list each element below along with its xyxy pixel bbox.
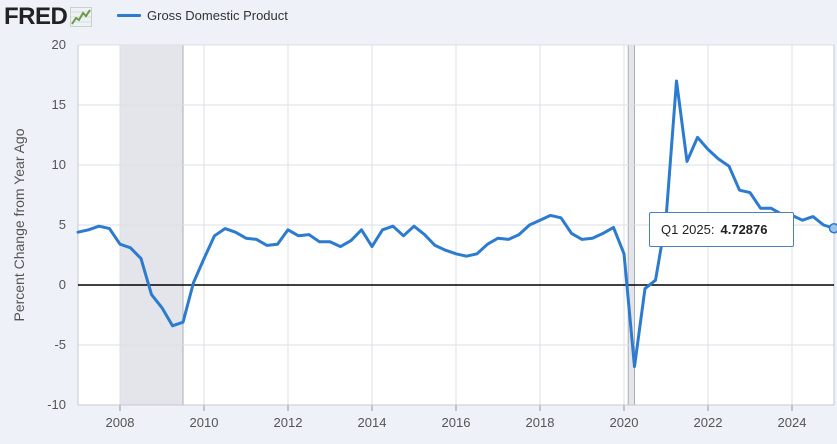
data-point bbox=[581, 238, 584, 241]
data-point bbox=[686, 160, 689, 163]
data-point bbox=[549, 214, 552, 217]
data-point bbox=[570, 232, 573, 235]
x-tick-label: 2014 bbox=[358, 415, 387, 430]
y-tick-label: 10 bbox=[52, 157, 66, 172]
x-tick-label: 2018 bbox=[526, 415, 555, 430]
data-point bbox=[486, 243, 489, 246]
data-point bbox=[87, 228, 90, 231]
data-point bbox=[192, 281, 195, 284]
data-tooltip: Q1 2025 : 4.72876 bbox=[649, 212, 794, 247]
legend[interactable]: Gross Domestic Product bbox=[117, 8, 288, 23]
data-point bbox=[728, 165, 731, 168]
data-point bbox=[770, 207, 773, 210]
data-point bbox=[339, 245, 342, 248]
data-point bbox=[675, 80, 678, 83]
chart-header: FRED Gross Domestic Product bbox=[0, 0, 837, 36]
data-point bbox=[234, 231, 237, 234]
data-point bbox=[308, 233, 311, 236]
data-point bbox=[77, 231, 80, 234]
x-tick-label: 2010 bbox=[190, 415, 219, 430]
y-tick-label: -10 bbox=[47, 397, 66, 412]
x-tick-label: 2012 bbox=[274, 415, 303, 430]
data-point bbox=[812, 215, 815, 218]
data-point bbox=[297, 234, 300, 237]
data-point bbox=[150, 293, 153, 296]
highlighted-data-point bbox=[828, 223, 837, 234]
data-point bbox=[822, 224, 825, 227]
data-point bbox=[539, 219, 542, 222]
x-tick-label: 2008 bbox=[106, 415, 135, 430]
data-point bbox=[402, 234, 405, 237]
tooltip-value: 4.72876 bbox=[720, 222, 768, 237]
data-point bbox=[633, 365, 636, 368]
data-point bbox=[266, 244, 269, 247]
data-point bbox=[255, 238, 258, 241]
y-tick-label: 0 bbox=[59, 277, 66, 292]
data-point bbox=[444, 249, 447, 252]
fred-logo[interactable]: FRED bbox=[4, 3, 93, 30]
x-tick-label: 2016 bbox=[442, 415, 471, 430]
x-tick-label: 2020 bbox=[610, 415, 639, 430]
data-point bbox=[350, 239, 353, 242]
data-point bbox=[717, 158, 720, 161]
data-point bbox=[203, 257, 206, 260]
data-point bbox=[119, 243, 122, 246]
data-point bbox=[360, 228, 363, 231]
legend-label: Gross Domestic Product bbox=[147, 8, 288, 23]
data-point bbox=[476, 252, 479, 255]
data-point bbox=[707, 148, 710, 151]
y-tick-label: -5 bbox=[54, 337, 66, 352]
data-point bbox=[276, 243, 279, 246]
data-point bbox=[129, 246, 132, 249]
data-point bbox=[161, 306, 164, 309]
data-point bbox=[801, 219, 804, 222]
data-point bbox=[612, 226, 615, 229]
data-point bbox=[602, 232, 605, 235]
data-point bbox=[245, 237, 248, 240]
series-line bbox=[76, 79, 836, 369]
y-tick-label: 5 bbox=[59, 217, 66, 232]
data-point bbox=[528, 224, 531, 227]
data-point bbox=[591, 237, 594, 240]
data-point bbox=[465, 255, 468, 258]
data-point bbox=[371, 245, 374, 248]
data-point bbox=[318, 240, 321, 243]
y-tick-label: 20 bbox=[52, 37, 66, 52]
data-point bbox=[644, 287, 647, 290]
data-point bbox=[98, 225, 101, 228]
data-point bbox=[392, 225, 395, 228]
fred-logo-text: FRED bbox=[4, 3, 68, 30]
data-point bbox=[171, 324, 174, 327]
data-point bbox=[140, 257, 143, 260]
data-point bbox=[182, 321, 185, 324]
data-point bbox=[213, 234, 216, 237]
data-point bbox=[507, 238, 510, 241]
data-point bbox=[329, 240, 332, 243]
x-tick-label: 2022 bbox=[694, 415, 723, 430]
data-point bbox=[224, 227, 227, 230]
data-point bbox=[497, 237, 500, 240]
data-point bbox=[423, 233, 426, 236]
legend-swatch bbox=[117, 14, 141, 17]
data-point bbox=[287, 228, 290, 231]
data-point bbox=[560, 216, 563, 219]
x-tick-label: 2024 bbox=[778, 415, 807, 430]
data-point bbox=[759, 207, 762, 210]
data-point bbox=[738, 189, 741, 192]
data-point bbox=[381, 228, 384, 231]
y-axis-label: Percent Change from Year Ago bbox=[11, 128, 27, 321]
data-point bbox=[413, 225, 416, 228]
data-point bbox=[654, 279, 657, 282]
data-point bbox=[749, 191, 752, 194]
data-point bbox=[696, 136, 699, 139]
data-point bbox=[108, 227, 111, 230]
data-point bbox=[455, 252, 458, 255]
y-tick-label: 15 bbox=[52, 97, 66, 112]
tooltip-date: Q1 2025 bbox=[661, 222, 711, 237]
tooltip-separator: : bbox=[710, 222, 715, 237]
data-point bbox=[434, 244, 437, 247]
fred-line-chart-icon bbox=[70, 7, 93, 27]
data-point bbox=[623, 252, 626, 255]
data-point bbox=[518, 233, 521, 236]
